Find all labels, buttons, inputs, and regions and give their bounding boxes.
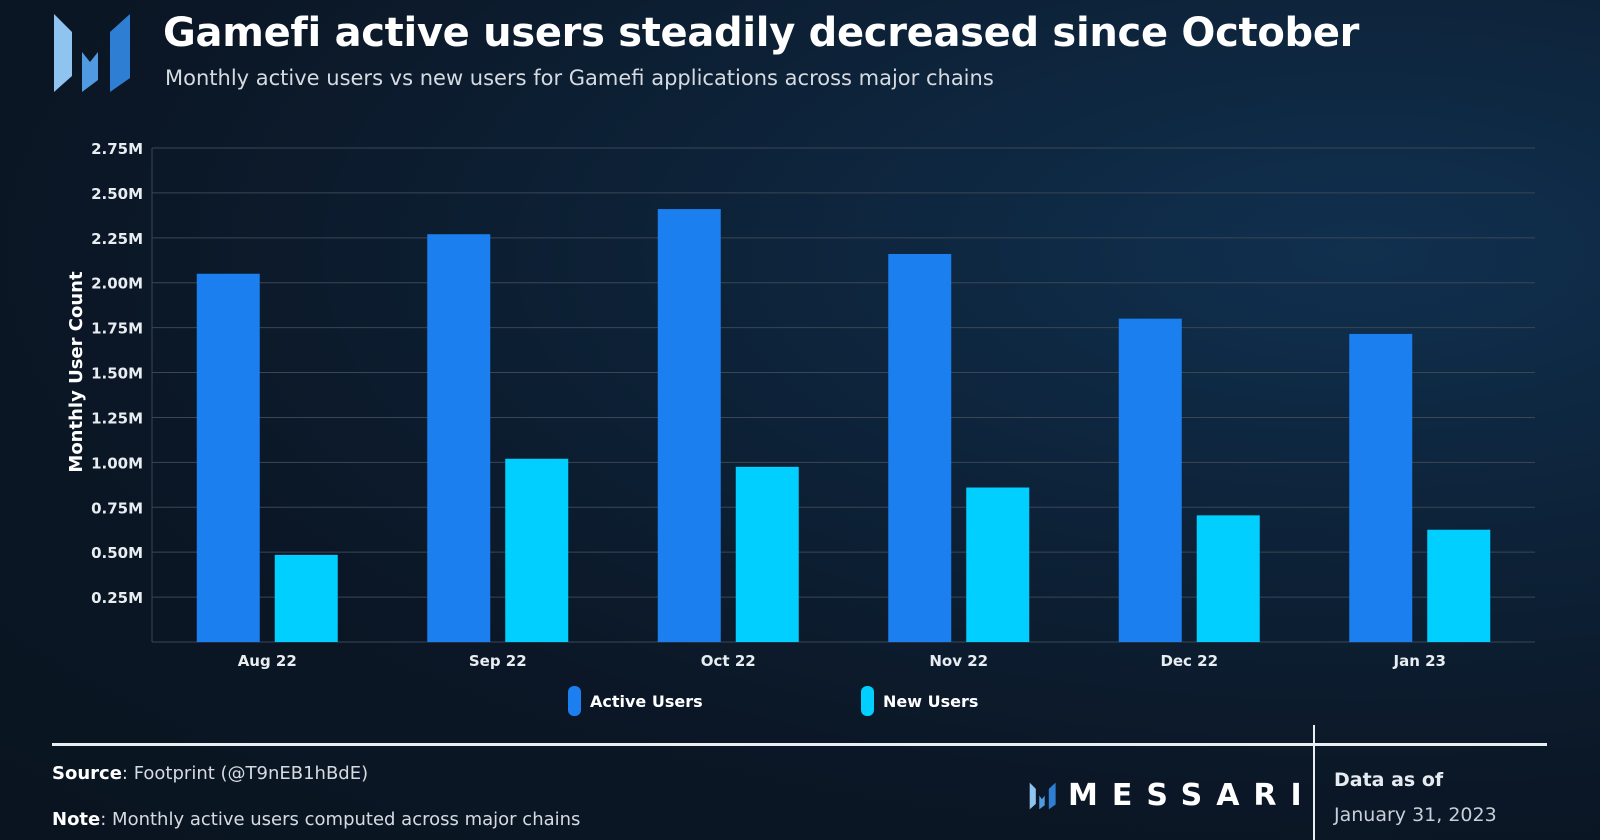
messari-small-logo-icon [1029, 782, 1056, 809]
bar-new-users [735, 466, 799, 642]
bar-group [888, 253, 1030, 642]
data-as-of-date: January 31, 2023 [1334, 804, 1497, 826]
y-tick-label: 1.25M [91, 409, 143, 427]
brand-name: MESSARI [1068, 778, 1316, 813]
bars [196, 209, 1491, 643]
note-text: Note: Monthly active users computed acro… [52, 809, 580, 830]
bar-active-users [657, 209, 721, 643]
y-tick-labels: 0.25M 0.50M 0.75M 1.00M 1.25M 1.50M 1.75M 2.00M… [91, 140, 143, 607]
y-tick-label: 0.50M [91, 544, 143, 562]
bar-group [427, 234, 569, 642]
chart-title: Gamefi active users steadily decreased s… [163, 10, 1360, 56]
y-tick-label: 1.75M [91, 320, 143, 338]
y-tick-label: 1.50M [91, 365, 143, 383]
legend-label: New Users [883, 692, 978, 711]
bar-new-users [1196, 515, 1260, 642]
x-tick-label: Dec 22 [1160, 652, 1218, 670]
messari-logo-icon [54, 14, 130, 92]
x-tick-labels: Aug 22 Sep 22 Oct 22 Nov 22 Dec 22 Jan 23 [238, 652, 1446, 670]
bar-active-users [196, 273, 260, 642]
y-tick-label: 2.25M [91, 230, 143, 248]
bar-new-users [274, 554, 338, 642]
y-tick-label: 2.00M [91, 275, 143, 293]
legend-swatch [861, 686, 874, 716]
x-tick-label: Sep 22 [469, 652, 527, 670]
y-tick-label: 2.50M [91, 185, 143, 203]
bar-chart: 0.25M 0.50M 0.75M 1.00M 1.25M 1.50M 1.75M 2.00M… [66, 140, 1535, 716]
bar-group [196, 273, 338, 642]
bar-active-users [888, 253, 952, 642]
y-tick-label: 1.00M [91, 454, 143, 472]
bar-active-users [1349, 333, 1413, 642]
source-text: Source: Footprint (@T9nEB1hBdE) [52, 763, 368, 784]
source-value: : Footprint (@T9nEB1hBdE) [121, 763, 369, 784]
grid-lines [151, 147, 1535, 643]
footer-vertical-divider [1313, 725, 1315, 840]
bar-new-users [505, 458, 569, 642]
chart-subtitle: Monthly active users vs new users for Ga… [165, 66, 994, 90]
legend-item: Active Users [568, 686, 703, 716]
x-tick-label: Nov 22 [929, 652, 988, 670]
footer-divider [52, 743, 1547, 746]
source-label: Source [52, 763, 122, 784]
y-axis-label: Monthly User Count [66, 271, 87, 473]
bar-new-users [966, 487, 1030, 642]
x-tick-label: Jan 23 [1393, 652, 1446, 670]
y-tick-label: 2.75M [91, 140, 143, 158]
bar-group [1349, 333, 1491, 642]
legend-swatch [568, 686, 581, 716]
bar-group [657, 209, 799, 643]
bar-active-users [1118, 318, 1182, 642]
bar-new-users [1427, 529, 1491, 642]
messari-brand: MESSARI [1028, 778, 1316, 813]
x-tick-label: Oct 22 [701, 652, 756, 670]
y-tick-label: 0.75M [91, 499, 143, 517]
legend-label: Active Users [590, 692, 703, 711]
legend: Active Users New Users [568, 686, 978, 716]
bar-group [1118, 318, 1260, 642]
note-label: Note [52, 809, 101, 830]
x-tick-label: Aug 22 [238, 652, 297, 670]
bar-active-users [427, 234, 491, 642]
data-as-of-label: Data as of [1334, 769, 1444, 791]
y-tick-label: 0.25M [91, 589, 143, 607]
note-value: : Monthly active users computed across m… [100, 809, 581, 830]
legend-item: New Users [861, 686, 978, 716]
